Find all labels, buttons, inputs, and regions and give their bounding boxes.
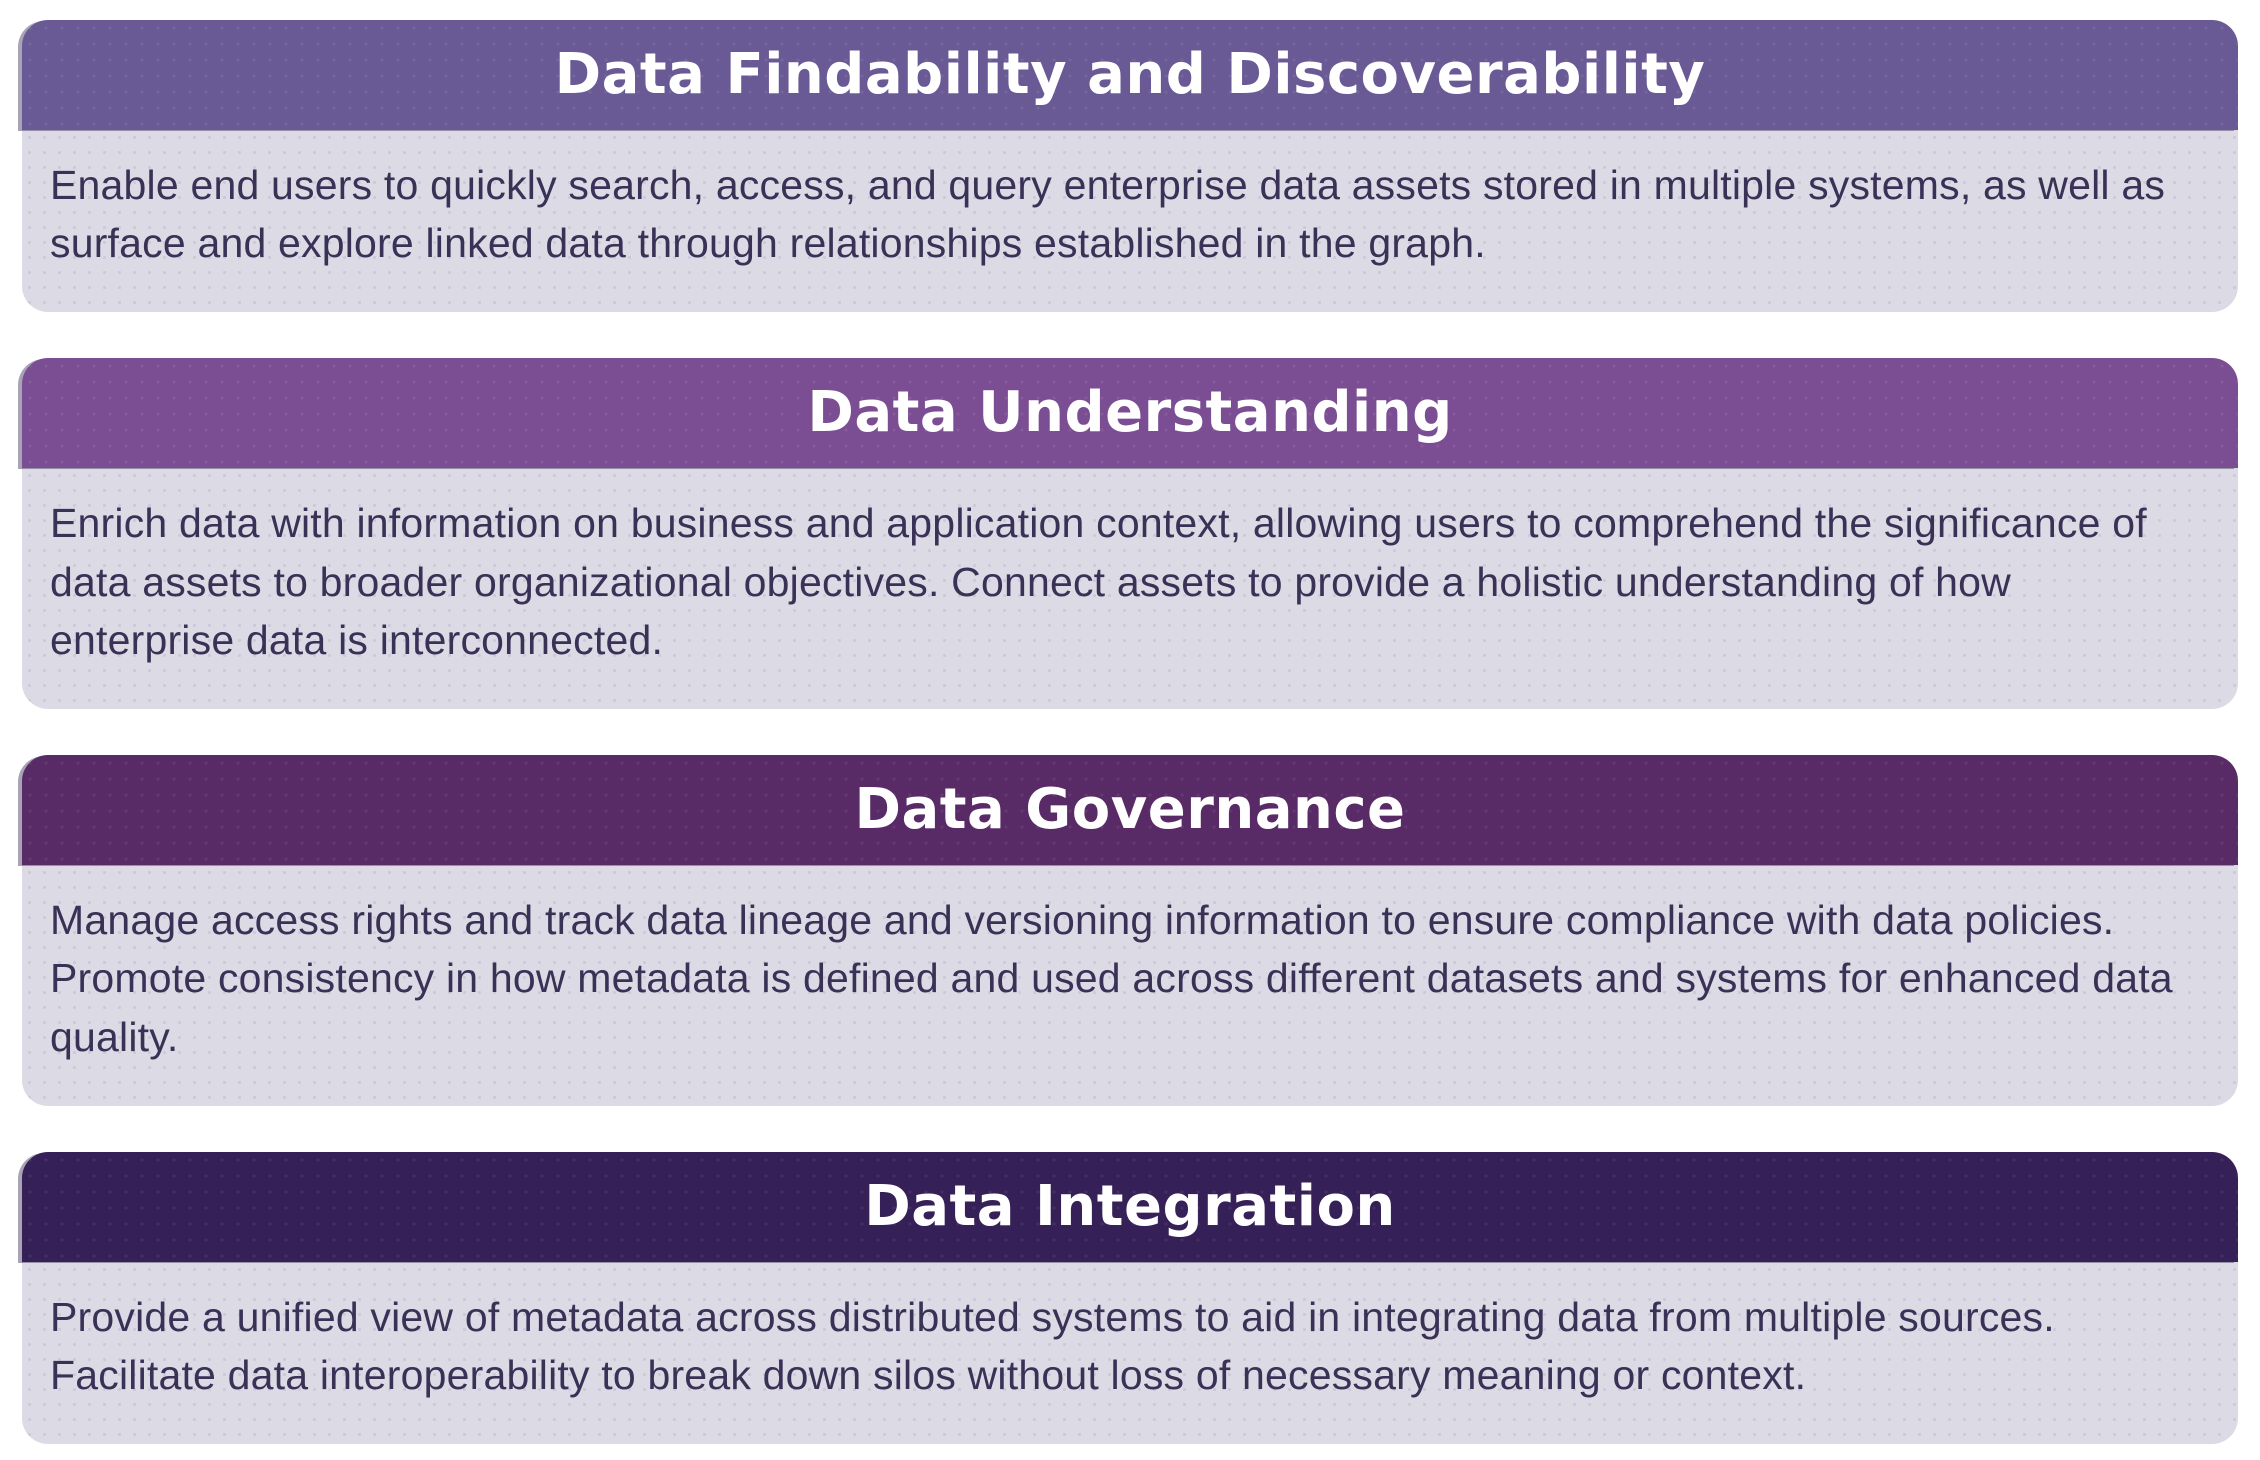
card-description: Enrich data with information on business… [50,500,2147,663]
card-data-integration: Data Integration Provide a unified view … [22,1151,2238,1445]
card-data-findability: Data Findability and Discoverability Ena… [22,20,2238,313]
card-data-understanding: Data Understanding Enrich data with info… [22,358,2238,710]
card-body-data-findability: Enable end users to quickly search, acce… [22,130,2238,313]
card-header-data-understanding: Data Understanding [22,358,2238,469]
card-data-governance: Data Governance Manage access rights and… [22,755,2238,1106]
card-title: Data Governance [854,777,1406,843]
card-header-data-findability: Data Findability and Discoverability [22,20,2238,130]
card-header-data-governance: Data Governance [22,755,2238,866]
card-title: Data Findability and Discoverability [554,42,1706,107]
card-title: Data Understanding [807,380,1453,446]
card-description: Provide a unified view of metadata acros… [50,1293,2055,1398]
card-description: Manage access rights and track data line… [50,897,2173,1060]
card-body-data-governance: Manage access rights and track data line… [22,865,2238,1106]
card-description: Enable end users to quickly search, acce… [50,162,2166,267]
card-title: Data Integration [864,1173,1396,1239]
card-body-data-understanding: Enrich data with information on business… [22,468,2238,710]
card-body-data-integration: Provide a unified view of metadata acros… [22,1261,2238,1445]
card-header-data-integration: Data Integration [22,1151,2238,1262]
